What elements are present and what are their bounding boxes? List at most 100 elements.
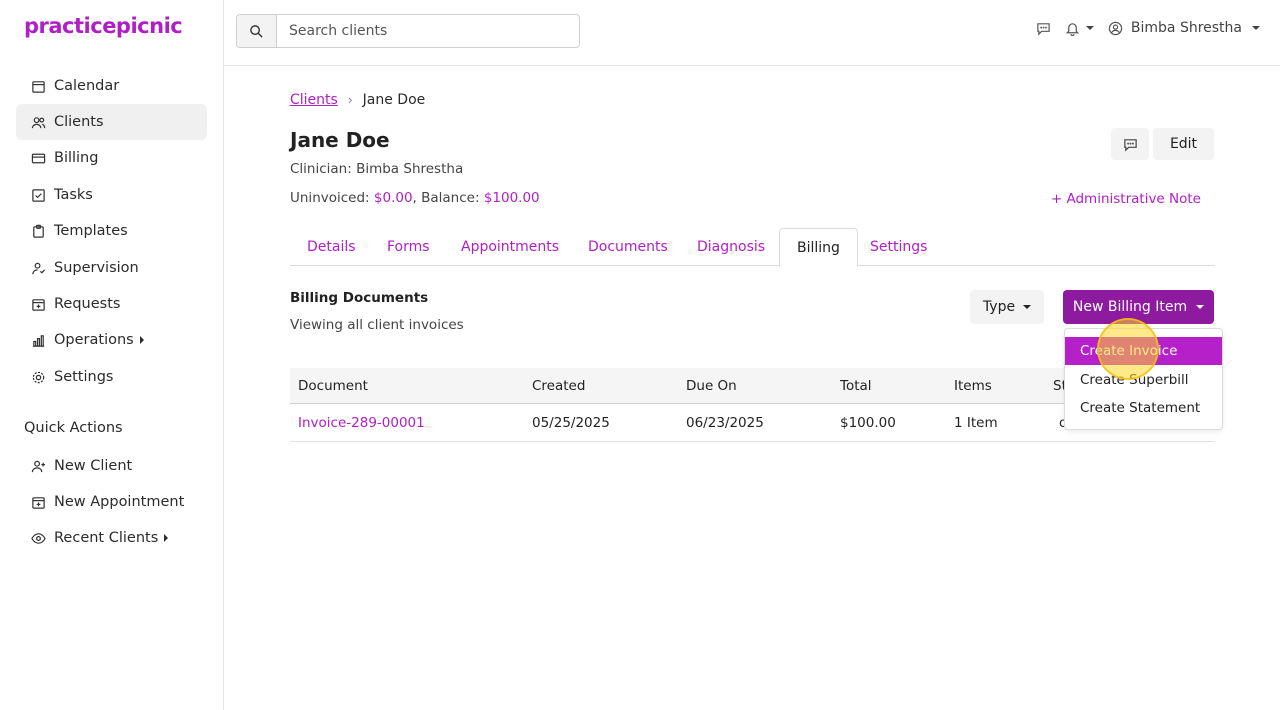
table-row: Invoice-289-00001 05/25/2025 06/23/2025 … — [290, 404, 1215, 442]
chat-icon[interactable] — [1036, 21, 1051, 36]
quick-action-label: New Appointment — [54, 494, 185, 510]
users-icon — [30, 114, 46, 130]
quick-actions-title: Quick Actions — [24, 420, 123, 436]
chevron-down-icon — [1023, 305, 1032, 309]
quick-action-recent-clients[interactable]: Recent Clients — [16, 520, 207, 556]
column-header[interactable]: Total — [840, 378, 872, 394]
sidebar-item-billing[interactable]: Billing — [16, 140, 207, 176]
column-header[interactable]: Document — [298, 378, 368, 394]
sidebar-item-label: Requests — [54, 296, 121, 312]
sidebar-item-supervision[interactable]: Supervision — [16, 250, 207, 286]
calendar-plus-icon — [30, 494, 46, 510]
table-header: Document Created Due On Total Items St — [290, 368, 1215, 404]
tab-settings[interactable]: Settings — [870, 239, 928, 255]
sidebar-item-label: Calendar — [54, 78, 120, 94]
sidebar-item-clients[interactable]: Clients — [16, 104, 207, 140]
breadcrumb-clients-link[interactable]: Clients — [290, 92, 338, 108]
sidebar: practicepicnic Calendar Clients Billing … — [0, 0, 224, 710]
clinician-text: Clinician: Bimba Shrestha — [290, 161, 464, 177]
breadcrumb-current: Jane Doe — [362, 92, 426, 108]
search-input[interactable] — [277, 15, 579, 47]
balance-summary: Uninvoiced: $0.00, Balance: $100.00 — [290, 190, 540, 206]
chevron-down-icon — [1252, 26, 1260, 30]
balance-label: , Balance: — [412, 190, 484, 206]
breadcrumb-separator-icon: › — [347, 93, 353, 107]
bar-chart-icon — [30, 332, 46, 348]
sidebar-item-requests[interactable]: Requests — [16, 286, 207, 322]
table-cell: o — [1059, 415, 1067, 431]
top-bar: Bimba Shrestha — [224, 0, 1280, 66]
menu-item-create-statement[interactable]: Create Statement — [1080, 400, 1201, 416]
uninvoiced-label: Uninvoiced: — [290, 190, 374, 206]
new-billing-item-button[interactable]: New Billing Item — [1063, 290, 1214, 324]
new-billing-item-label: New Billing Item — [1072, 299, 1188, 315]
table-cell: 05/25/2025 — [532, 415, 610, 431]
user-plus-icon — [30, 458, 46, 474]
menu-item-create-superbill[interactable]: Create Superbill — [1080, 372, 1189, 388]
client-tabs: Details Forms Appointments Documents Dia… — [290, 228, 1215, 267]
column-header[interactable]: Created — [532, 378, 586, 394]
billing-documents-title: Billing Documents — [290, 290, 429, 306]
message-client-button[interactable] — [1111, 128, 1149, 160]
search-button[interactable] — [237, 15, 277, 47]
tab-forms[interactable]: Forms — [387, 239, 430, 255]
chevron-down-icon — [1085, 26, 1094, 30]
eye-icon — [30, 530, 46, 546]
column-header[interactable]: St — [1053, 378, 1067, 394]
caret-right-icon — [139, 336, 144, 344]
quick-action-new-client[interactable]: New Client — [16, 448, 207, 484]
table-cell: $100.00 — [840, 415, 896, 431]
sidebar-item-label: Supervision — [54, 260, 139, 276]
edit-button[interactable]: Edit — [1153, 128, 1214, 160]
checkbox-icon — [30, 187, 46, 203]
type-filter-label: Type — [982, 299, 1016, 315]
sidebar-item-label: Settings — [54, 369, 114, 385]
menu-item-create-invoice[interactable]: Create Invoice — [1065, 337, 1222, 365]
type-filter-button[interactable]: Type — [970, 290, 1044, 324]
user-menu[interactable]: Bimba Shrestha — [1108, 20, 1260, 36]
sidebar-item-label: Tasks — [54, 187, 93, 203]
top-actions: Bimba Shrestha — [1036, 20, 1260, 36]
calendar-plus-icon — [30, 296, 46, 312]
search-icon — [250, 24, 263, 38]
clipboard-icon — [30, 223, 46, 239]
sidebar-item-operations[interactable]: Operations — [16, 322, 207, 358]
sidebar-item-label: Templates — [54, 223, 128, 239]
column-header[interactable]: Items — [954, 378, 992, 394]
gear-icon — [30, 369, 46, 385]
user-name: Bimba Shrestha — [1130, 20, 1242, 36]
user-avatar-icon — [1108, 21, 1123, 35]
caret-right-icon — [164, 534, 169, 542]
breadcrumb: Clients › Jane Doe — [290, 92, 425, 108]
uninvoiced-value: $0.00 — [373, 190, 413, 206]
add-administrative-note-link[interactable]: + Administrative Note — [1050, 191, 1201, 207]
sidebar-item-templates[interactable]: Templates — [16, 213, 207, 249]
invoice-link[interactable]: Invoice-289-00001 — [298, 415, 425, 431]
chevron-down-icon — [1196, 305, 1205, 309]
quick-action-new-appointment[interactable]: New Appointment — [16, 484, 207, 520]
column-header[interactable]: Due On — [686, 378, 737, 394]
calendar-icon — [30, 78, 46, 94]
notifications-menu[interactable] — [1065, 21, 1094, 36]
tab-diagnosis[interactable]: Diagnosis — [697, 239, 766, 255]
sidebar-item-label: Clients — [54, 114, 104, 130]
billing-documents-subtitle: Viewing all client invoices — [290, 317, 464, 333]
sidebar-item-tasks[interactable]: Tasks — [16, 177, 207, 213]
credit-card-icon — [30, 150, 46, 166]
chat-icon — [1123, 138, 1137, 152]
quick-action-label: New Client — [54, 458, 133, 474]
table-cell: 06/23/2025 — [686, 415, 764, 431]
sidebar-item-label: Billing — [54, 150, 99, 166]
sidebar-item-settings[interactable]: Settings — [16, 359, 207, 395]
billing-documents-table: Document Created Due On Total Items St I… — [290, 368, 1215, 442]
tab-documents[interactable]: Documents — [588, 239, 668, 255]
app-logo[interactable]: practicepicnic — [24, 14, 183, 38]
tab-appointments[interactable]: Appointments — [461, 239, 560, 255]
page-title: Jane Doe — [290, 128, 390, 152]
tab-details[interactable]: Details — [307, 239, 356, 255]
sidebar-item-calendar[interactable]: Calendar — [16, 68, 207, 104]
new-billing-item-menu: Create Invoice Create Superbill Create S… — [1064, 328, 1223, 430]
table-cell: 1 Item — [954, 415, 998, 431]
quick-action-label: Recent Clients — [54, 530, 159, 546]
tab-billing[interactable]: Billing — [779, 228, 858, 267]
